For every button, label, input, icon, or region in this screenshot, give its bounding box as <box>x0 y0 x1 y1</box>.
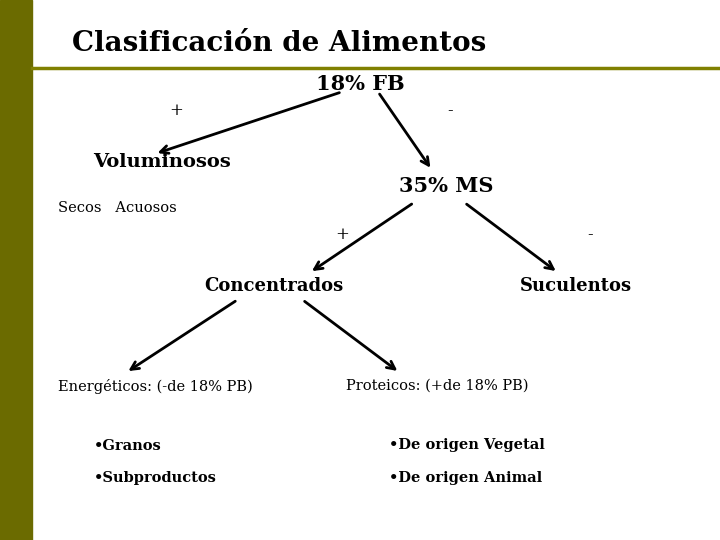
Text: Proteicos: (+de 18% PB): Proteicos: (+de 18% PB) <box>346 379 528 393</box>
Text: •Subproductos: •Subproductos <box>94 471 217 485</box>
Text: Concentrados: Concentrados <box>204 277 343 295</box>
Text: -: - <box>447 102 453 119</box>
Text: 18% FB: 18% FB <box>315 73 405 94</box>
Text: Voluminosos: Voluminosos <box>94 153 231 171</box>
Text: •De origen Animal: •De origen Animal <box>389 471 542 485</box>
Text: -: - <box>588 226 593 244</box>
Text: Clasificación de Alimentos: Clasificación de Alimentos <box>72 30 486 57</box>
Bar <box>0 0 32 540</box>
Text: +: + <box>335 226 349 244</box>
Text: +: + <box>169 102 184 119</box>
Text: 35% MS: 35% MS <box>399 176 494 197</box>
Text: Secos   Acuosos: Secos Acuosos <box>58 201 176 215</box>
Text: •De origen Vegetal: •De origen Vegetal <box>389 438 544 453</box>
Text: •Granos: •Granos <box>94 438 161 453</box>
Text: Energéticos: (-de 18% PB): Energéticos: (-de 18% PB) <box>58 379 252 394</box>
Text: Suculentos: Suculentos <box>520 277 632 295</box>
